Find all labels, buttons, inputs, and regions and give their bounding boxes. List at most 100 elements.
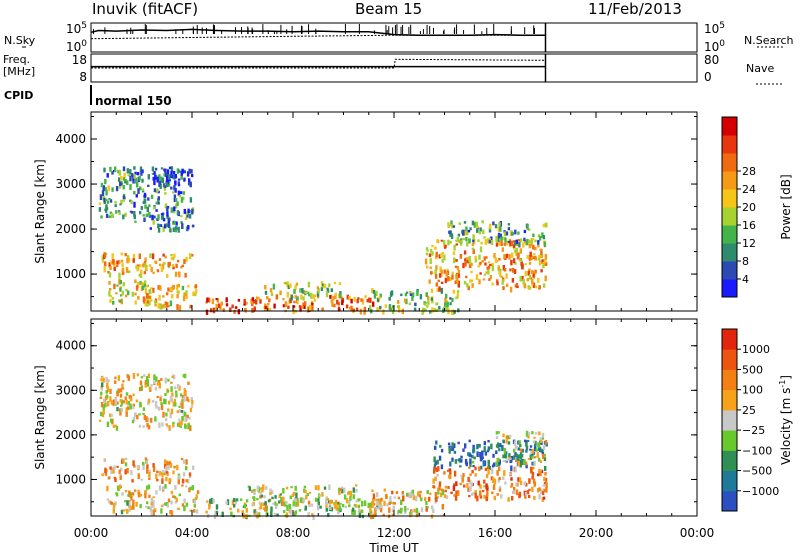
velocity-cell bbox=[181, 403, 184, 409]
power-cell bbox=[176, 290, 179, 293]
velocity-colorbar-swatch bbox=[722, 329, 737, 350]
power-cell bbox=[287, 305, 290, 309]
power-cell bbox=[453, 310, 456, 314]
cpid-name: normal 150 bbox=[95, 94, 172, 108]
velocity-cell bbox=[150, 510, 153, 517]
velocity-cell bbox=[248, 486, 251, 492]
power-cell bbox=[512, 267, 515, 273]
velocity-cell bbox=[120, 401, 124, 405]
power-cell bbox=[463, 280, 467, 285]
power-cell bbox=[165, 176, 169, 182]
velocity-cell bbox=[260, 494, 264, 498]
velocity-cell bbox=[272, 502, 275, 505]
nsky-line bbox=[90, 28, 546, 36]
power-cell bbox=[392, 305, 395, 310]
velocity-cell bbox=[156, 478, 159, 482]
velocity-cell bbox=[454, 493, 457, 496]
velocity-cell bbox=[126, 374, 129, 378]
power-cell bbox=[105, 204, 108, 210]
power-cell bbox=[436, 287, 439, 291]
power-cell bbox=[511, 252, 514, 258]
velocity-cell bbox=[344, 505, 348, 509]
power-cell bbox=[215, 303, 218, 310]
velocity-cell bbox=[495, 461, 499, 467]
power-cell bbox=[447, 222, 450, 228]
power-cell bbox=[138, 281, 141, 285]
velocity-cell bbox=[147, 424, 151, 430]
velocity-cell bbox=[262, 507, 266, 510]
velocity-cell bbox=[491, 491, 494, 495]
power-cell bbox=[488, 278, 491, 281]
velocity-cell bbox=[399, 507, 403, 514]
velocity-cell bbox=[169, 412, 172, 419]
velocity-cell bbox=[146, 464, 149, 470]
power-cell bbox=[312, 294, 315, 299]
power-cell bbox=[255, 299, 258, 305]
power-cell bbox=[160, 213, 164, 216]
power-cell bbox=[505, 254, 509, 257]
power-cell bbox=[500, 275, 503, 278]
power-cell bbox=[119, 203, 122, 206]
velocity-cell bbox=[140, 478, 143, 481]
velocity-cell bbox=[178, 475, 181, 480]
power-cell bbox=[435, 308, 439, 312]
velocity-cell bbox=[132, 417, 136, 422]
velocity-cell bbox=[135, 501, 138, 507]
power-cell bbox=[102, 186, 105, 189]
velocity-cell bbox=[529, 445, 533, 448]
power-cell bbox=[189, 183, 192, 188]
velocity-cell bbox=[162, 470, 165, 473]
time-tick-label: 20:00 bbox=[579, 526, 614, 540]
velocity-cell bbox=[184, 416, 187, 422]
power-cell bbox=[494, 257, 498, 264]
power-cell bbox=[136, 282, 140, 288]
power-cell bbox=[497, 226, 500, 232]
power-cell bbox=[449, 297, 452, 300]
velocity-cell bbox=[478, 466, 481, 472]
velocity-cell bbox=[264, 502, 267, 506]
power-cell bbox=[445, 300, 449, 303]
noise-ybot: 100 bbox=[66, 39, 87, 54]
velocity-cell bbox=[172, 421, 175, 425]
power-cell bbox=[512, 258, 516, 264]
power-cell bbox=[157, 196, 160, 201]
time-tick-label: 12:00 bbox=[377, 526, 412, 540]
velocity-cell bbox=[535, 448, 538, 452]
velocity-cell bbox=[125, 392, 129, 396]
velocity-cell bbox=[476, 495, 479, 502]
velocity-cell bbox=[484, 467, 488, 471]
power-cell bbox=[157, 303, 160, 309]
power-cell bbox=[108, 262, 111, 268]
power-cell bbox=[132, 180, 135, 184]
power-cell bbox=[508, 254, 511, 260]
velocity-cell bbox=[498, 485, 502, 489]
power-cell bbox=[141, 285, 145, 290]
velocity-cell bbox=[339, 502, 342, 505]
velocity-cell bbox=[144, 489, 147, 494]
power-cell bbox=[308, 293, 311, 297]
power-cell bbox=[528, 244, 532, 249]
velocity-cell bbox=[172, 401, 175, 407]
power-cell bbox=[134, 220, 137, 223]
velocity-cell bbox=[471, 492, 474, 496]
velocity-cell bbox=[510, 477, 513, 481]
power-cell bbox=[498, 271, 502, 277]
power-cell bbox=[372, 301, 375, 307]
velocity-cell bbox=[183, 396, 186, 402]
power-cell bbox=[205, 301, 208, 304]
velocity-cell bbox=[183, 391, 186, 396]
noise-ytop: 105 bbox=[66, 21, 87, 36]
power-colorbar-tick-label: 4 bbox=[742, 273, 749, 286]
velocity-cell bbox=[341, 488, 344, 494]
velocity-colorbar-swatch bbox=[722, 349, 737, 370]
power-cell bbox=[141, 281, 144, 287]
velocity-cell bbox=[352, 494, 355, 500]
velocity-cell bbox=[253, 509, 256, 514]
power-cell bbox=[264, 285, 267, 290]
velocity-cell bbox=[369, 506, 372, 512]
power-cell bbox=[298, 305, 302, 308]
velocity-cell bbox=[368, 512, 371, 518]
velocity-cell bbox=[500, 494, 503, 499]
power-cell bbox=[470, 270, 473, 274]
power-cell bbox=[438, 306, 441, 310]
